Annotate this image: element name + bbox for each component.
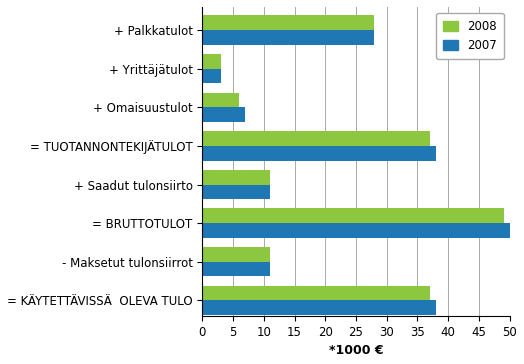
Bar <box>202 93 239 107</box>
Legend: 2008, 2007: 2008, 2007 <box>436 13 504 59</box>
Bar <box>202 131 430 146</box>
Bar <box>202 209 504 223</box>
Bar <box>202 69 221 83</box>
Bar <box>202 146 436 161</box>
Bar <box>202 30 375 45</box>
Bar <box>202 286 430 300</box>
Bar <box>202 185 270 199</box>
Bar <box>202 247 270 262</box>
Bar <box>202 300 436 315</box>
X-axis label: *1000 €: *1000 € <box>329 344 383 357</box>
Bar <box>202 170 270 185</box>
Bar <box>202 223 510 238</box>
Bar <box>202 262 270 276</box>
Bar <box>202 15 375 30</box>
Bar <box>202 54 221 69</box>
Bar <box>202 107 245 122</box>
